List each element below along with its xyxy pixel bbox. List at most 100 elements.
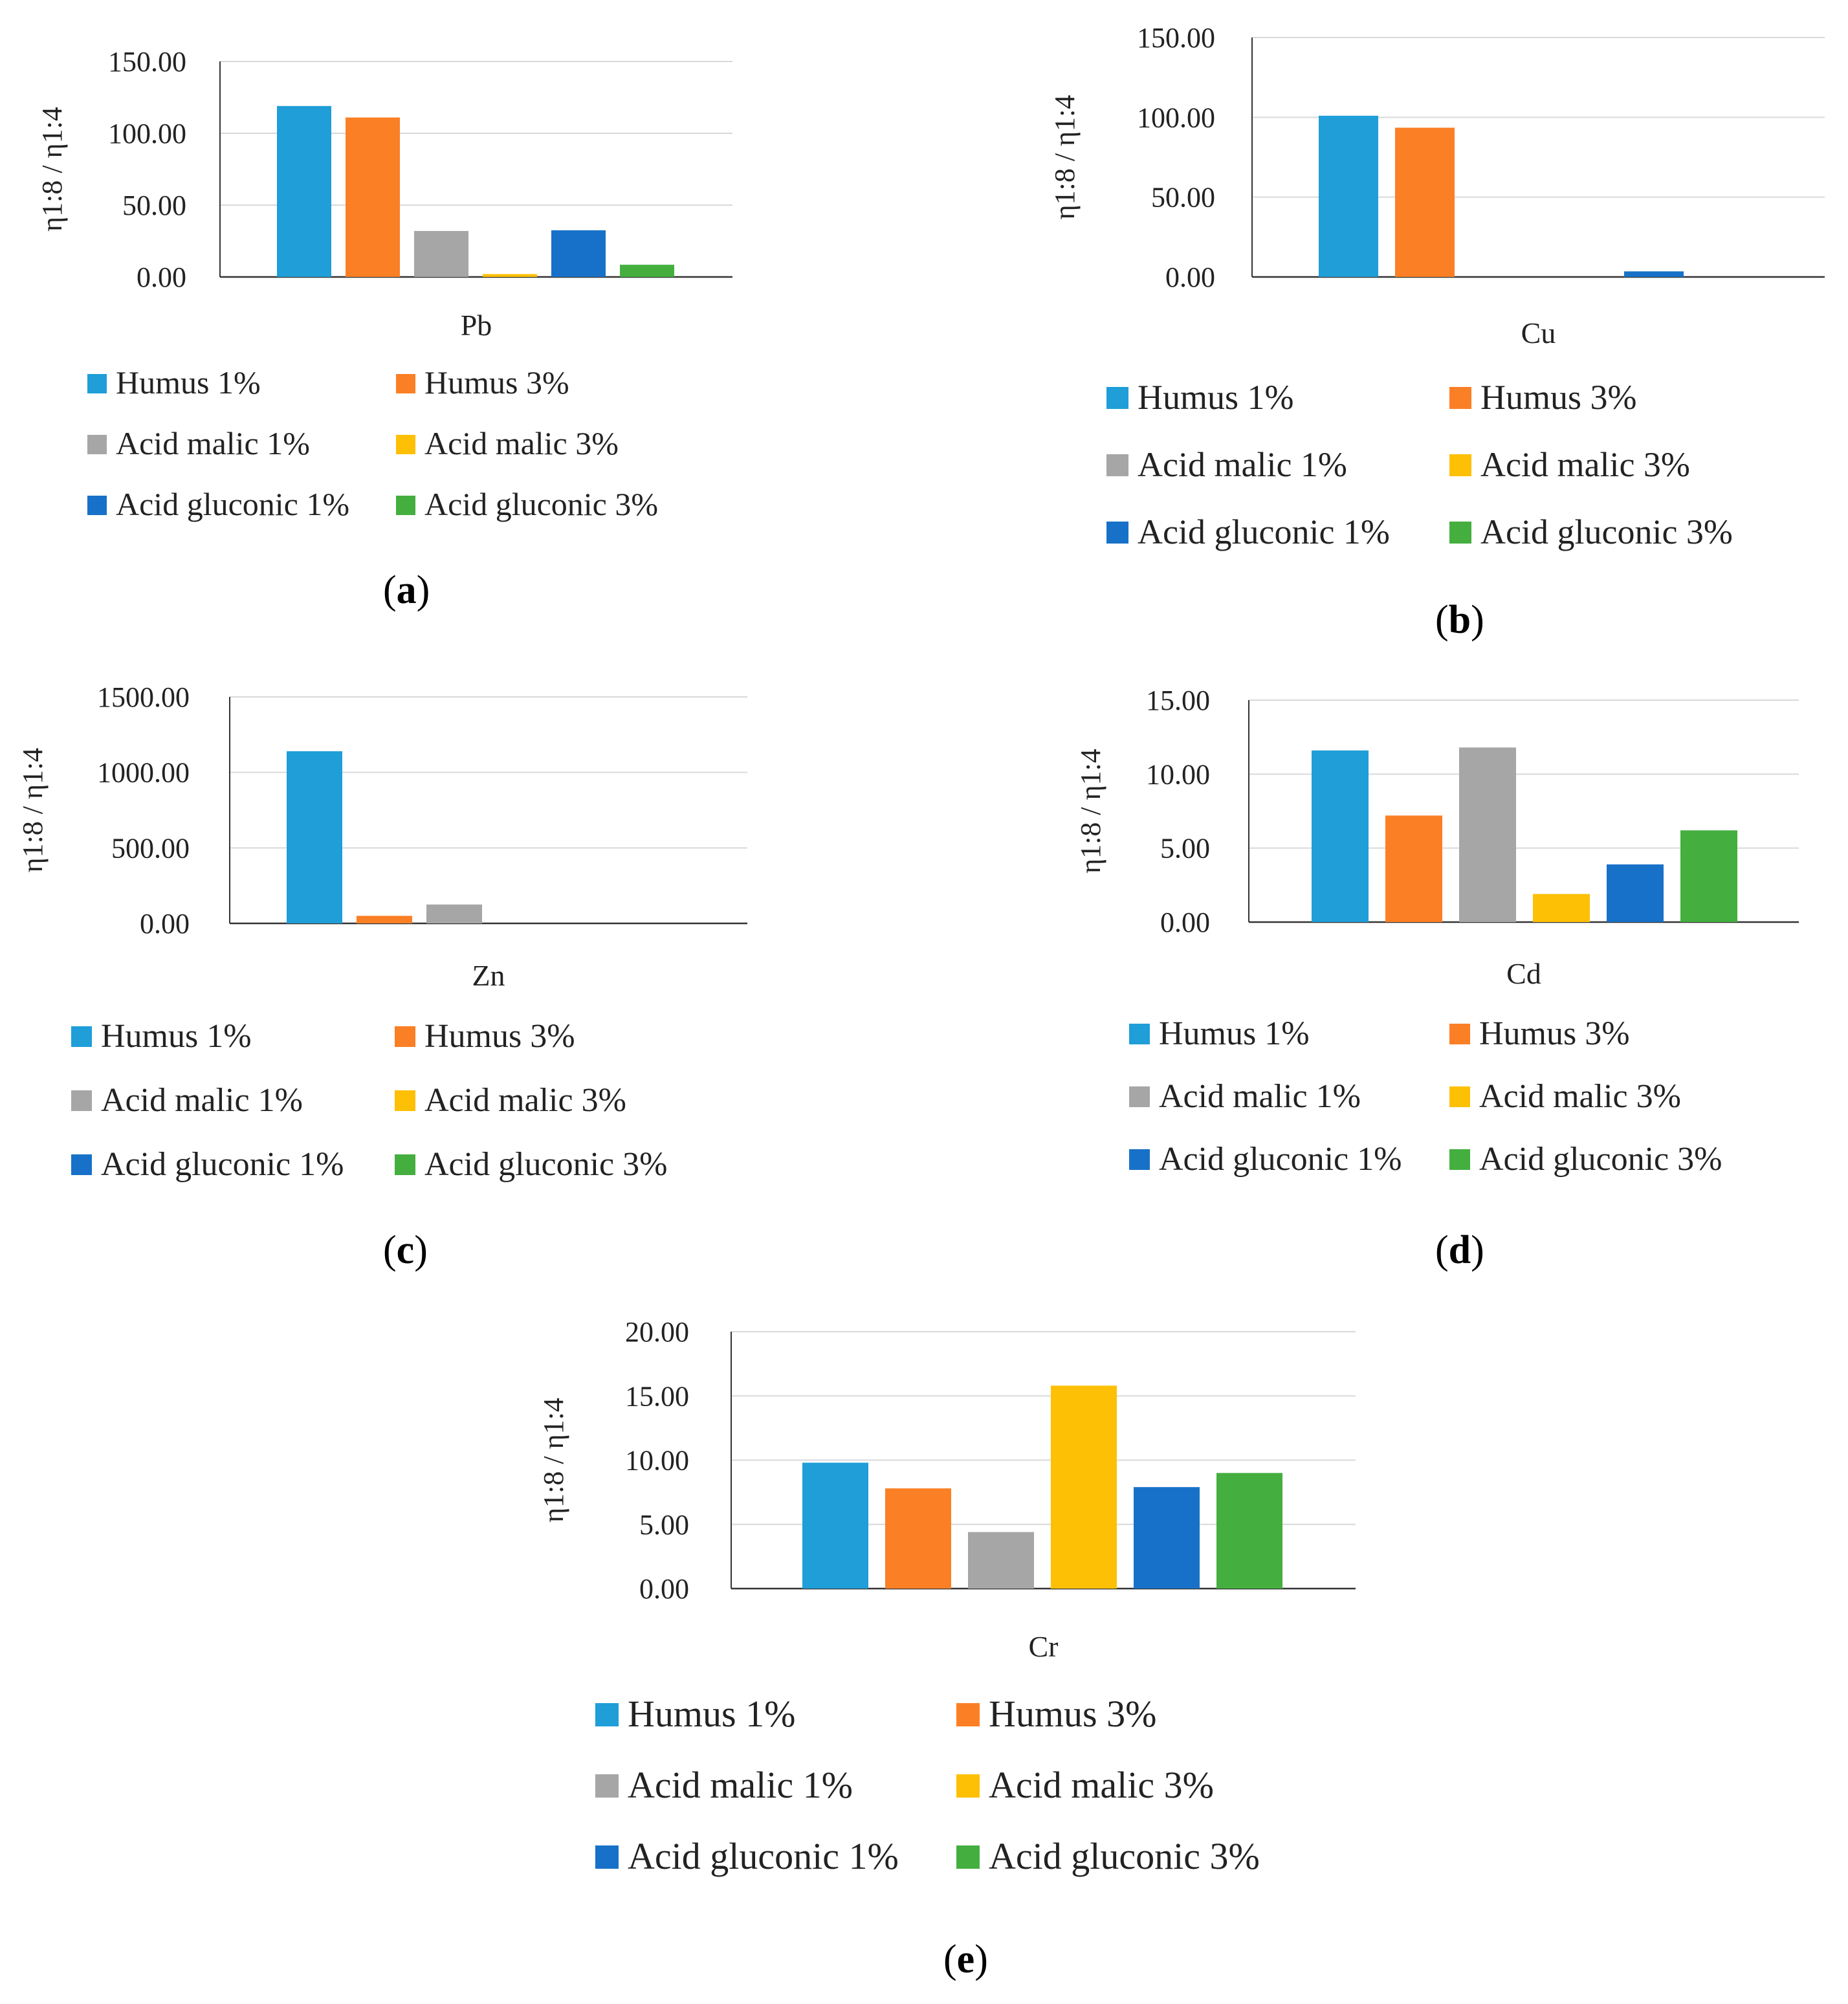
- y-tick-label: 0.00: [639, 1573, 689, 1605]
- panel-label: (d): [1435, 1228, 1484, 1272]
- y-tick-label: 10.00: [625, 1445, 689, 1477]
- legend: Humus 1% Humus 3% Acid malic 1% Acid malic …: [1129, 1015, 1722, 1178]
- bar-acid-gluconic-3: [1680, 830, 1737, 922]
- legend-label: Acid gluconic 1%: [1138, 512, 1390, 551]
- legend-swatch: [396, 496, 415, 515]
- legend-label: Acid gluconic 1%: [628, 1835, 899, 1877]
- y-tick-label: 100.00: [1137, 102, 1215, 133]
- legend-label: Acid malic 1%: [1159, 1078, 1361, 1115]
- legend-label: Humus 1%: [1159, 1015, 1310, 1052]
- legend-swatch: [1449, 522, 1471, 544]
- x-category-label: Cd: [1506, 957, 1541, 990]
- y-tick-label: 0.00: [137, 261, 186, 293]
- legend-label: Acid malic 3%: [989, 1764, 1214, 1806]
- legend-label: Humus 3%: [424, 1018, 575, 1055]
- y-tick-label: 150.00: [1137, 22, 1215, 54]
- legend-label: Acid malic 1%: [1138, 445, 1347, 484]
- legend-label: Humus 3%: [989, 1693, 1156, 1735]
- y-tick-label: 15.00: [625, 1380, 689, 1412]
- legend-swatch: [87, 374, 107, 393]
- x-category-label: Cu: [1521, 316, 1556, 349]
- y-tick-label: 100.00: [108, 118, 186, 149]
- legend-swatch: [71, 1154, 92, 1175]
- panel-label: (c): [383, 1228, 428, 1272]
- legend-swatch: [87, 496, 107, 515]
- y-tick-label: 0.00: [1160, 907, 1210, 938]
- legend-swatch: [956, 1845, 980, 1869]
- legend-label: Acid malic 1%: [628, 1764, 853, 1806]
- legend-swatch: [1449, 454, 1471, 476]
- legend-swatch: [396, 374, 415, 393]
- y-tick-label: 20.00: [625, 1316, 689, 1348]
- bar-humus-1: [1312, 750, 1369, 922]
- legend-swatch: [956, 1774, 980, 1798]
- legend-label: Humus 3%: [1480, 378, 1637, 417]
- y-axis-label: η1:8 / η1:4: [538, 1398, 569, 1523]
- legend-swatch: [1106, 522, 1128, 544]
- legend-swatch: [956, 1703, 980, 1726]
- chart-panel-b: 0.00 50.00 100.00 150.00 η1:8 / η1:4 Cu Humus …: [1049, 22, 1825, 642]
- y-axis-label: η1:8 / η1:4: [1049, 95, 1081, 220]
- legend-label: Acid malic 1%: [116, 425, 310, 461]
- legend-swatch: [595, 1774, 619, 1798]
- legend-swatch: [1449, 1086, 1470, 1107]
- bar-acid-malic-3: [1051, 1385, 1117, 1589]
- bar-acid-malic-3: [483, 274, 537, 277]
- bar-humus-1: [1319, 115, 1378, 277]
- bar-humus-1: [802, 1462, 868, 1589]
- legend: Humus 1% Humus 3% Acid malic 1% Acid malic …: [87, 364, 658, 522]
- legend-swatch: [1106, 454, 1128, 476]
- bar-humus-1: [277, 105, 331, 277]
- bar-acid-gluconic-3: [620, 265, 674, 277]
- legend-label: Acid malic 1%: [101, 1082, 303, 1119]
- y-tick-label: 15.00: [1146, 685, 1210, 716]
- legend-label: Acid gluconic 3%: [1479, 1141, 1722, 1178]
- bar-acid-gluconic-1: [1134, 1487, 1200, 1589]
- legend-swatch: [1449, 1024, 1470, 1044]
- legend: Humus 1% Humus 3% Acid malic 1% Acid malic …: [1106, 378, 1733, 551]
- y-axis-label: η1:8 / η1:4: [17, 748, 49, 873]
- legend-label: Humus 1%: [1138, 378, 1294, 417]
- legend-swatch: [1449, 1149, 1470, 1170]
- legend-label: Humus 3%: [1479, 1015, 1630, 1052]
- legend-label: Acid malic 3%: [1480, 445, 1690, 484]
- panel-label: (e): [943, 1937, 988, 1981]
- legend: Humus 1% Humus 3% Acid malic 1% Acid malic …: [595, 1693, 1260, 1877]
- bar-humus-3: [1385, 815, 1442, 922]
- legend-label: Acid gluconic 3%: [424, 1146, 667, 1183]
- x-category-label: Zn: [472, 959, 505, 992]
- x-category-label: Cr: [1029, 1630, 1059, 1663]
- legend-label: Humus 3%: [424, 364, 569, 401]
- chart-panel-a: 0.00 50.00 100.00 150.00 η1:8 / η1:4 Pb Humus …: [36, 46, 732, 612]
- y-tick-label: 1000.00: [97, 757, 190, 789]
- legend-swatch: [71, 1026, 92, 1047]
- chart-panel-c: 0.00 500.00 1000.00 1500.00 η1:8 / η1:4 Zn Hum…: [17, 681, 747, 1272]
- legend-label: Humus 1%: [101, 1018, 252, 1055]
- legend-label: Acid malic 3%: [1479, 1078, 1681, 1115]
- y-tick-label: 500.00: [111, 832, 190, 864]
- legend-label: Humus 1%: [116, 364, 261, 401]
- legend-swatch: [595, 1845, 619, 1869]
- bar-humus-1: [287, 751, 342, 923]
- legend-label: Acid malic 3%: [424, 1082, 626, 1119]
- y-tick-label: 1500.00: [97, 681, 190, 713]
- bar-humus-3: [885, 1488, 951, 1589]
- bar-humus-3: [1395, 127, 1455, 277]
- legend-swatch: [71, 1090, 92, 1111]
- y-axis-label: η1:8 / η1:4: [36, 107, 68, 232]
- legend-swatch: [1129, 1149, 1150, 1170]
- legend-swatch: [396, 435, 415, 454]
- legend-swatch: [1129, 1024, 1150, 1044]
- legend-swatch: [1106, 387, 1128, 409]
- bar-acid-malic-1: [426, 904, 482, 923]
- y-tick-label: 0.00: [1165, 261, 1215, 293]
- legend: Humus 1% Humus 3% Acid malic 1% Acid malic …: [71, 1018, 667, 1183]
- legend-label: Acid gluconic 3%: [1480, 512, 1733, 551]
- legend-swatch: [1449, 387, 1471, 409]
- bar-acid-gluconic-1: [1624, 271, 1684, 277]
- x-category-label: Pb: [461, 309, 492, 342]
- bar-acid-gluconic-1: [551, 230, 606, 277]
- chart-panel-e: 0.00 5.00 10.00 15.00 20.00 η1:8 / η1:4 Cr Humu…: [538, 1316, 1356, 1981]
